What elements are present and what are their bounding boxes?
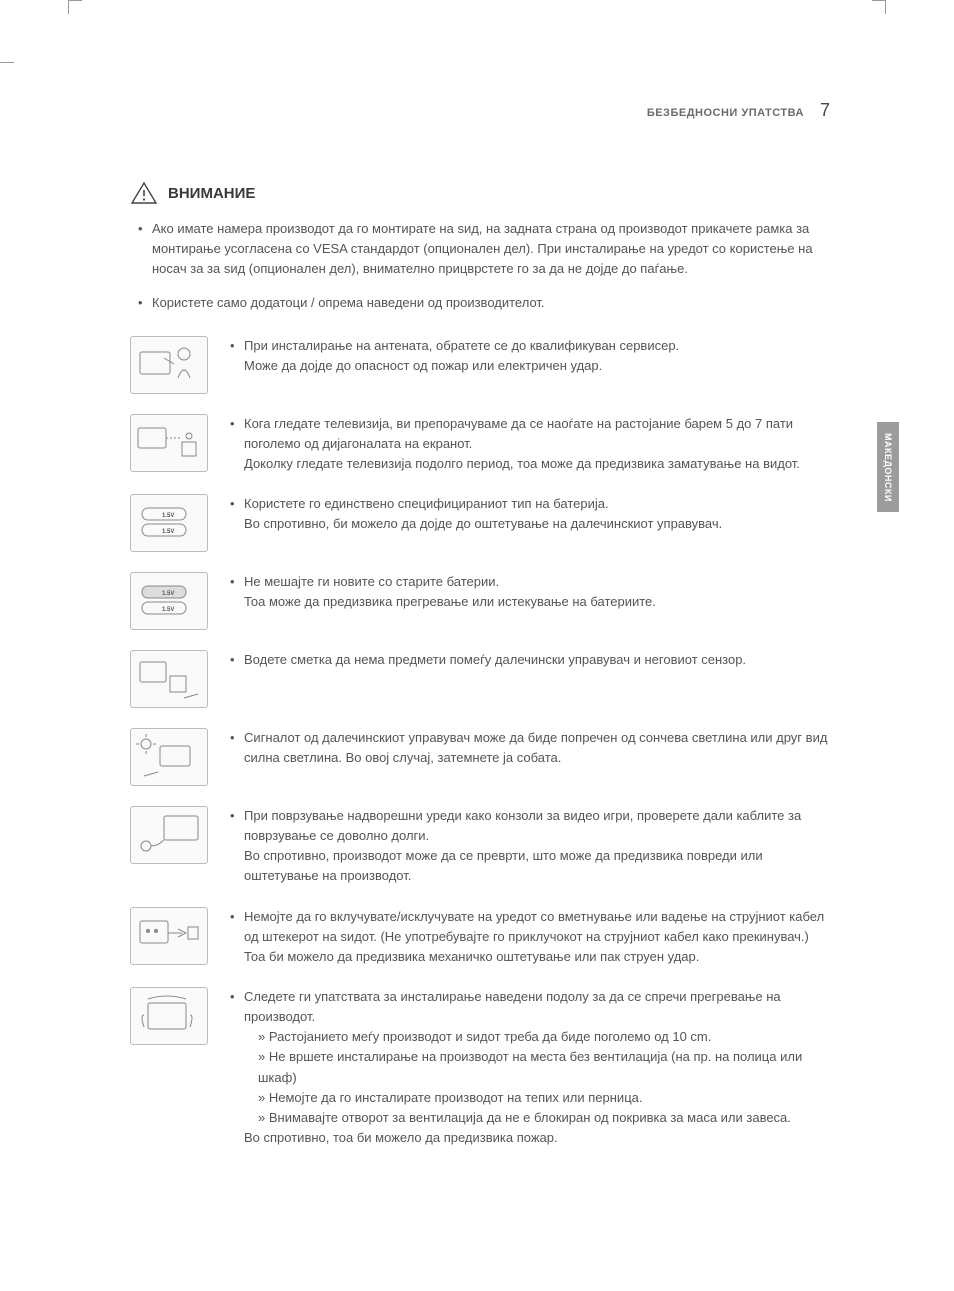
instruction-item: При инсталирање на антената, обратете се… <box>130 336 830 394</box>
distance-icon <box>130 414 208 472</box>
instruction-text: Немојте да го вклучувате/исклучувате на … <box>230 907 830 967</box>
instruction-line: Не мешајте ги новите со старите батерии. <box>244 572 830 592</box>
instruction-line: Тоа може да предизвика прегревање или ис… <box>244 592 830 612</box>
instruction-subline: » Немојте да го инсталирате производот н… <box>244 1088 830 1108</box>
crop-mark <box>872 0 886 14</box>
top-bullet-list: Ако имате намера производот да го монтир… <box>130 219 830 314</box>
instruction-text: Кога гледате телевизија, ви препорачувам… <box>230 414 830 474</box>
plug-switch-icon <box>130 907 208 965</box>
instruction-tail: Во спротивно, тоа би можело да предизвик… <box>244 1128 830 1148</box>
instruction-bullet: При поврзување надворешни уреди како кон… <box>230 806 830 887</box>
instruction-text: При инсталирање на антената, обратете се… <box>230 336 830 376</box>
instruction-item: Кога гледате телевизија, ви препорачувам… <box>130 414 830 474</box>
page-number: 7 <box>820 100 830 121</box>
installer-icon <box>130 336 208 394</box>
instruction-text: Следете ги упатствата за инсталирање нав… <box>230 987 830 1148</box>
language-tab: МАКЕДОНСКИ <box>877 422 899 512</box>
instruction-line: Може да дојде до опасност од пожар или е… <box>244 356 830 376</box>
instruction-text: Сигналот од далечинскиот управувач може … <box>230 728 830 768</box>
instruction-text: При поврзување надворешни уреди како кон… <box>230 806 830 887</box>
instruction-item: Користете го единствено специфицираниот … <box>130 494 830 552</box>
caution-title: ВНИМАНИЕ <box>168 185 255 202</box>
instruction-bullet: При инсталирање на антената, обратете се… <box>230 336 830 376</box>
instruction-item: Немојте да го вклучувате/исклучувате на … <box>130 907 830 967</box>
instruction-subline: » Растојанието меѓу производот и ѕидот т… <box>244 1027 830 1047</box>
instruction-text: Водете сметка да нема предмети помеѓу да… <box>230 650 830 670</box>
instruction-bullet: Немојте да го вклучувате/исклучувате на … <box>230 907 830 967</box>
language-tab-label: МАКЕДОНСКИ <box>883 433 893 502</box>
instruction-bullet: Користете го единствено специфицираниот … <box>230 494 830 534</box>
instruction-item: Следете ги упатствата за инсталирање нав… <box>130 987 830 1148</box>
instruction-bullet: Не мешајте ги новите со старите батерии.… <box>230 572 830 612</box>
sunlight-icon <box>130 728 208 786</box>
instruction-bullet: Кога гледате телевизија, ви препорачувам… <box>230 414 830 474</box>
top-bullet: Ако имате намера производот да го монтир… <box>130 219 830 279</box>
batteries-same-icon <box>130 494 208 552</box>
instruction-line: Тоа би можело да предизвика механичко ош… <box>244 947 830 967</box>
instruction-line: Во спротивно, би можело да дојде до оште… <box>244 514 830 534</box>
instruction-line: Користете го единствено специфицираниот … <box>244 494 830 514</box>
instruction-text: Користете го единствено специфицираниот … <box>230 494 830 534</box>
section-title: БЕЗБЕДНОСНИ УПАТСТВА <box>647 107 804 119</box>
page-content: БЕЗБЕДНОСНИ УПАТСТВА 7 ВНИМАНИЕ Ако имат… <box>130 100 830 1168</box>
instruction-bullet: Сигналот од далечинскиот управувач може … <box>230 728 830 768</box>
instruction-line: Сигналот од далечинскиот управувач може … <box>244 728 830 768</box>
ventilation-icon <box>130 987 208 1045</box>
instruction-line: Кога гледате телевизија, ви препорачувам… <box>244 414 830 454</box>
instruction-line: Водете сметка да нема предмети помеѓу да… <box>244 650 830 670</box>
batteries-mixed-icon <box>130 572 208 630</box>
instruction-subline: » Внимавајте отворот за вентилација да н… <box>244 1108 830 1128</box>
instruction-bullet: Водете сметка да нема предмети помеѓу да… <box>230 650 830 670</box>
instruction-line: Во спротивно, производот може да се прев… <box>244 846 830 886</box>
crop-mark <box>68 0 82 14</box>
instruction-bullet: Следете ги упатствата за инсталирање нав… <box>230 987 830 1148</box>
caution-header: ВНИМАНИЕ <box>130 181 830 205</box>
instruction-subline: » Не вршете инсталирање на производот на… <box>244 1047 830 1087</box>
remote-path-icon <box>130 650 208 708</box>
instruction-item: Не мешајте ги новите со старите батерии.… <box>130 572 830 630</box>
instruction-item: Водете сметка да нема предмети помеѓу да… <box>130 650 830 708</box>
crop-mark <box>0 62 14 76</box>
instruction-line: Немојте да го вклучувате/исклучувате на … <box>244 907 830 947</box>
top-bullet: Користете само додатоци / опрема наведен… <box>130 293 830 313</box>
instruction-lead: Следете ги упатствата за инсталирање нав… <box>244 987 830 1027</box>
instruction-item: Сигналот од далечинскиот управувач може … <box>130 728 830 786</box>
instruction-line: При инсталирање на антената, обратете се… <box>244 336 830 356</box>
page-header: БЕЗБЕДНОСНИ УПАТСТВА 7 <box>130 100 830 121</box>
instruction-line: Доколку гледате телевизија подолго перио… <box>244 454 830 474</box>
instruction-item: При поврзување надворешни уреди како кон… <box>130 806 830 887</box>
warning-triangle-icon <box>130 181 158 205</box>
instruction-text: Не мешајте ги новите со старите батерии.… <box>230 572 830 612</box>
console-cable-icon <box>130 806 208 864</box>
instruction-line: При поврзување надворешни уреди како кон… <box>244 806 830 846</box>
